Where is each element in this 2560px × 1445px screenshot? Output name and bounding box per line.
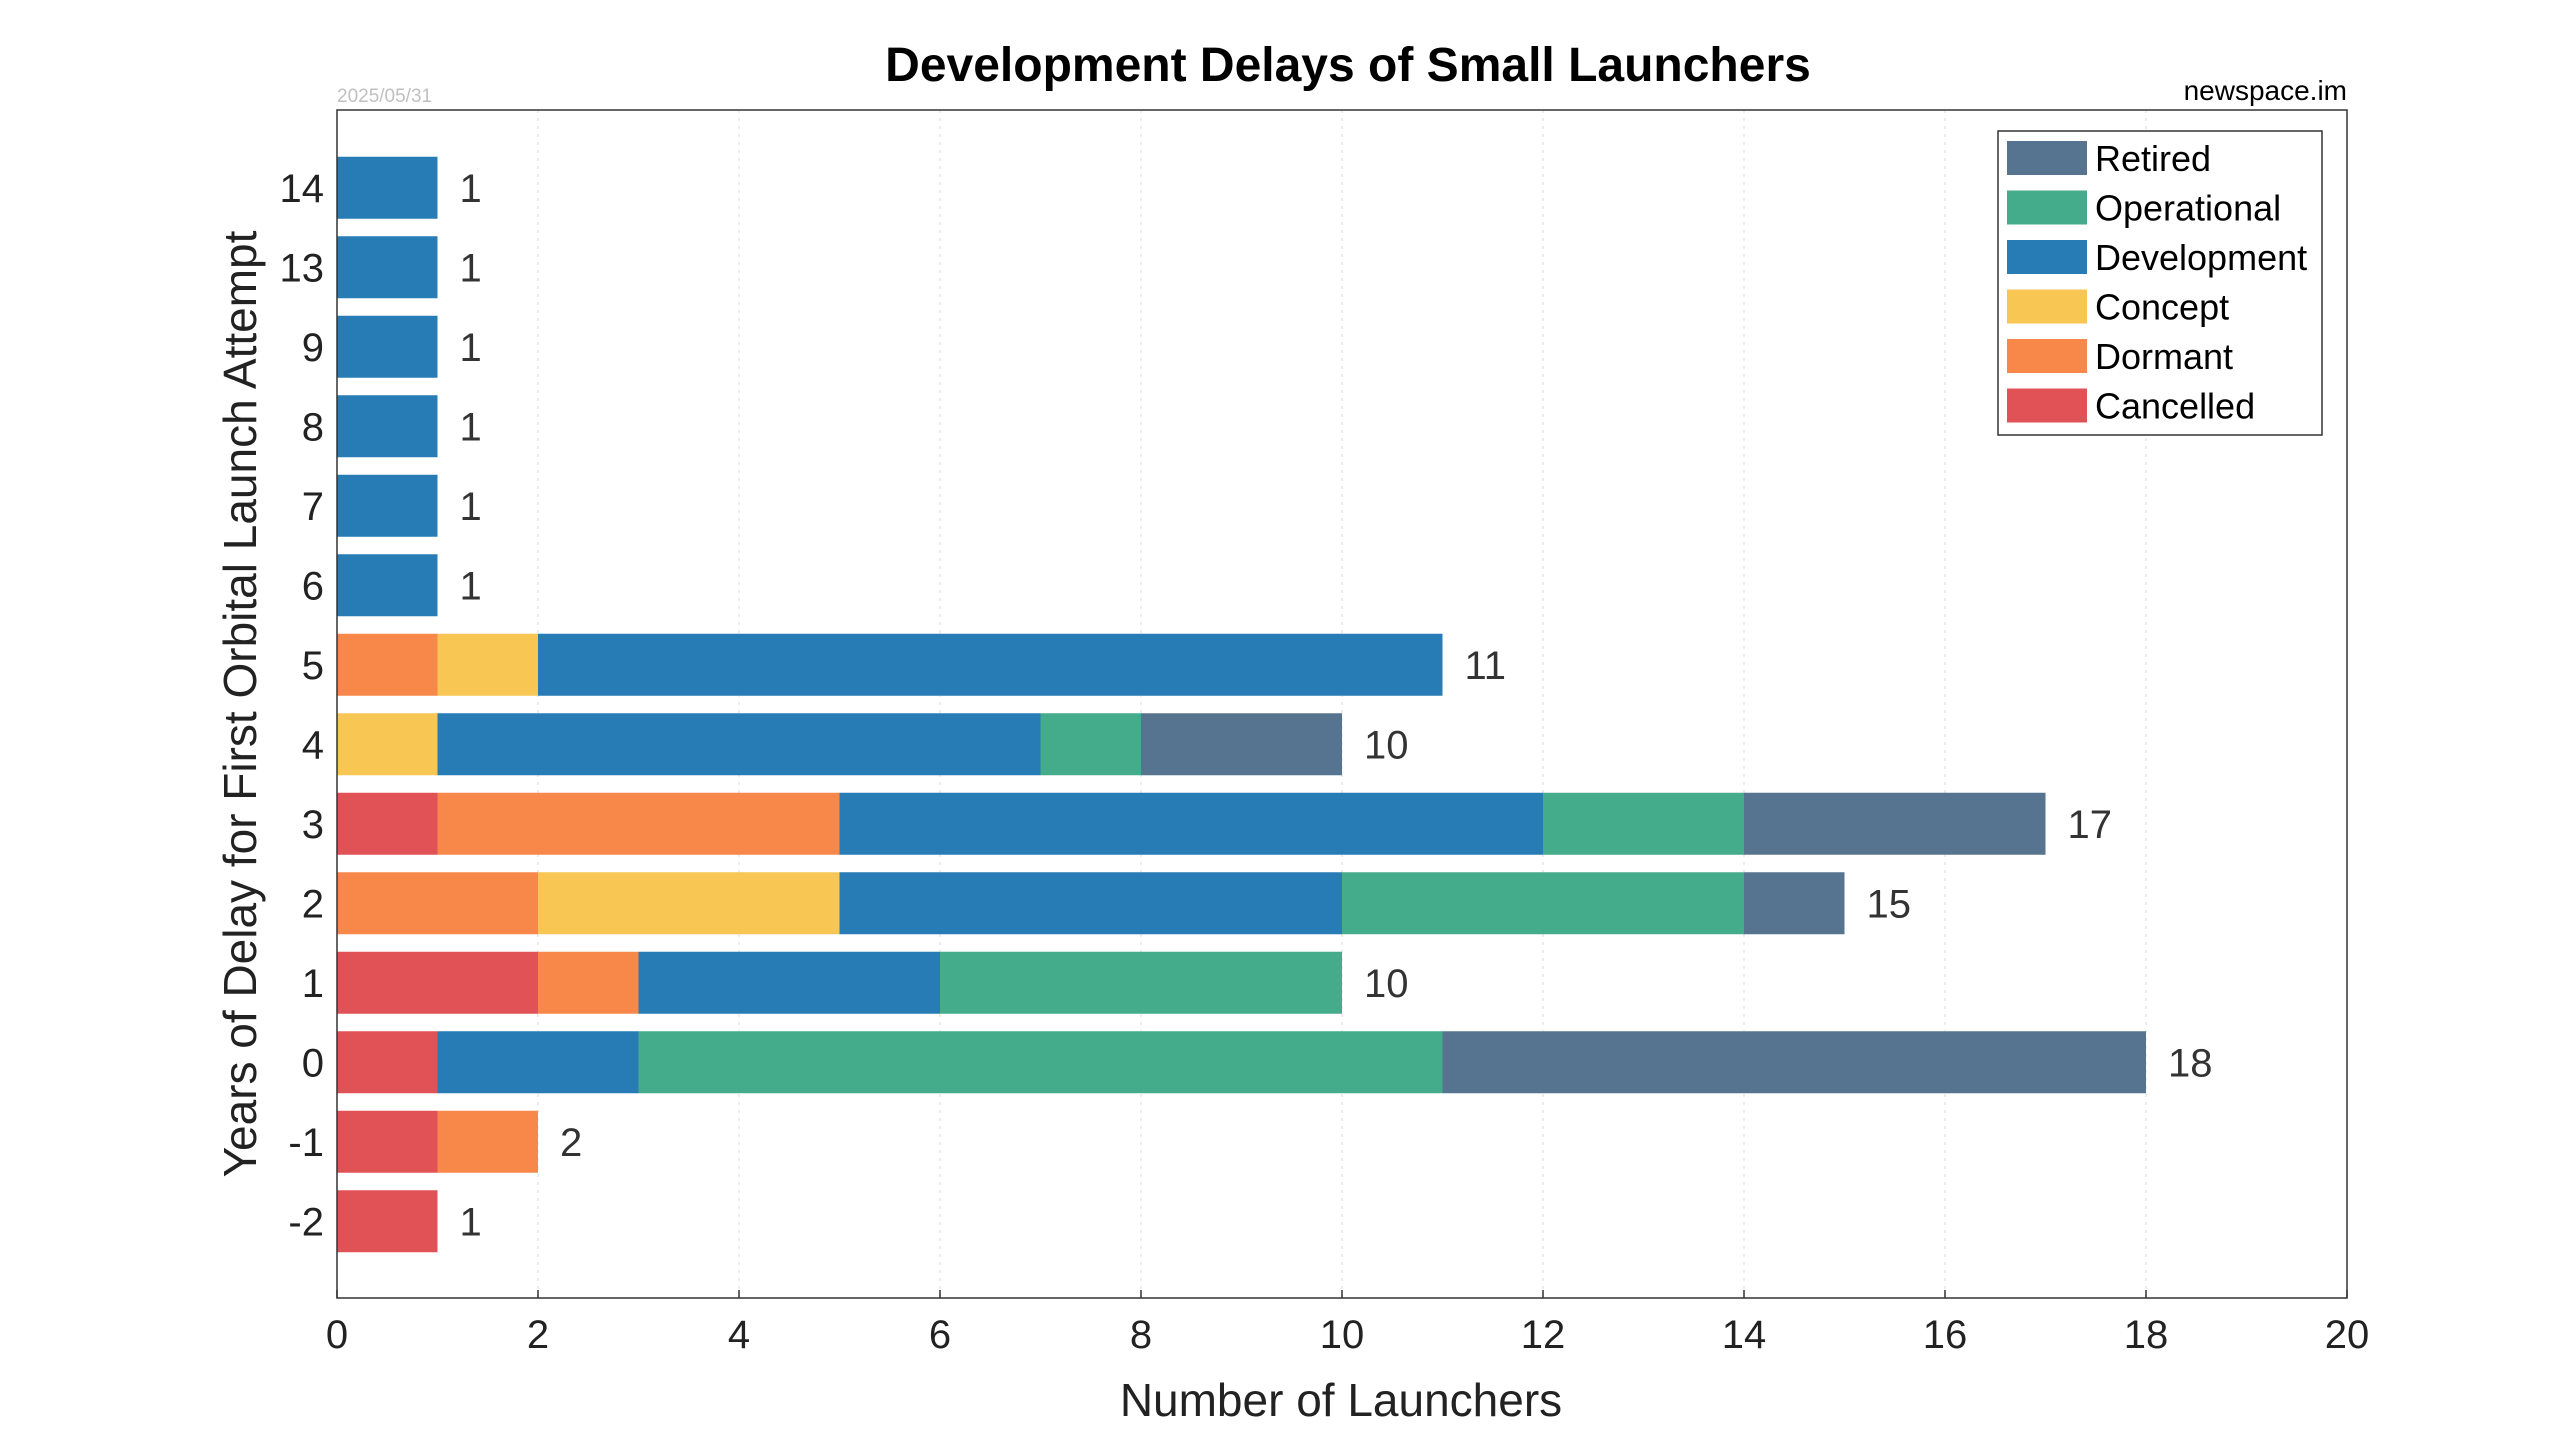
legend-swatch-concept bbox=[2007, 289, 2087, 324]
y-tick-label: 7 bbox=[302, 485, 324, 529]
legend-label-cancelled: Cancelled bbox=[2095, 386, 2255, 427]
bar-segment-concept bbox=[538, 872, 840, 935]
bar-segment-retired bbox=[1744, 792, 2046, 855]
bar-segment-operational bbox=[1543, 792, 1744, 855]
grid-lines bbox=[537, 110, 2147, 1298]
total-label: 2 bbox=[560, 1121, 582, 1165]
y-tick-label: -1 bbox=[288, 1121, 324, 1165]
y-tick-label: 5 bbox=[302, 644, 324, 688]
bar-segment-cancelled bbox=[337, 1110, 438, 1173]
x-tick-label: 8 bbox=[1130, 1313, 1152, 1357]
x-tick-label: 16 bbox=[1923, 1313, 1968, 1357]
x-tick-label: 2 bbox=[527, 1313, 549, 1357]
bar-segment-development bbox=[437, 713, 1041, 776]
source-label: newspace.im bbox=[2184, 75, 2347, 106]
bar-segment-operational bbox=[940, 951, 1342, 1014]
bar-segment-dormant bbox=[437, 1110, 538, 1173]
bar-segment-development bbox=[337, 554, 438, 617]
bar-segment-dormant bbox=[538, 951, 639, 1014]
bar-segment-development bbox=[337, 236, 438, 299]
y-tick-label: 4 bbox=[302, 723, 324, 767]
total-label: 15 bbox=[1867, 882, 1912, 926]
total-label: 1 bbox=[460, 246, 482, 290]
bar-segment-cancelled bbox=[337, 1190, 438, 1253]
bar-segment-retired bbox=[1442, 1031, 2146, 1094]
legend-swatch-development bbox=[2007, 240, 2087, 274]
total-label: 10 bbox=[1364, 962, 1409, 1006]
y-tick-label: 8 bbox=[302, 405, 324, 449]
bar-segment-retired bbox=[1141, 713, 1342, 776]
y-tick-label: 1 bbox=[302, 962, 324, 1006]
bar-segment-development bbox=[638, 951, 940, 1014]
legend-label-concept: Concept bbox=[2095, 287, 2229, 328]
legend-label-retired: Retired bbox=[2095, 138, 2211, 179]
legend-label-development: Development bbox=[2095, 237, 2307, 278]
bar-segment-development bbox=[839, 872, 1342, 935]
bar-segment-cancelled bbox=[337, 1031, 438, 1094]
x-tick-label: 14 bbox=[1722, 1313, 1767, 1357]
legend-box bbox=[1997, 130, 2323, 436]
bar-segment-development bbox=[337, 156, 438, 219]
x-tick-label: 12 bbox=[1521, 1313, 1566, 1357]
x-tick-label: 6 bbox=[929, 1313, 951, 1357]
bar-segment-development bbox=[538, 633, 1443, 696]
bar-segment-development bbox=[437, 1031, 639, 1094]
x-tick-label: 20 bbox=[2325, 1313, 2370, 1357]
total-label: 1 bbox=[460, 485, 482, 529]
x-tick-label: 10 bbox=[1320, 1313, 1365, 1357]
bar-segment-operational bbox=[1342, 872, 1744, 935]
y-tick-label: 14 bbox=[280, 167, 325, 211]
bar-segment-retired bbox=[1744, 872, 1845, 935]
y-tick-label: 0 bbox=[302, 1041, 324, 1085]
bar-segment-operational bbox=[638, 1031, 1443, 1094]
legend: Retired Operational Development Concept Dorm… bbox=[1997, 130, 2323, 436]
bar-segment-dormant bbox=[337, 633, 438, 696]
x-axis-ticks: 0 2 4 6 8 10 12 14 16 18 20 bbox=[326, 1290, 2369, 1357]
y-tick-label: 2 bbox=[302, 882, 324, 926]
total-label: 17 bbox=[2068, 803, 2113, 847]
y-tick-label: 3 bbox=[302, 803, 324, 847]
total-label: 1 bbox=[460, 167, 482, 211]
x-tick-label: 18 bbox=[2124, 1313, 2169, 1357]
total-label: 1 bbox=[460, 326, 482, 370]
total-label: 1 bbox=[460, 564, 482, 608]
y-axis-ticks: -2 -1 0 1 2 3 4 5 6 7 8 9 13 14 bbox=[280, 167, 325, 1245]
x-tick-label: 4 bbox=[728, 1313, 750, 1357]
total-label: 10 bbox=[1364, 723, 1409, 767]
y-axis-label: Years of Delay for First Orbital Launch … bbox=[214, 230, 266, 1177]
legend-label-dormant: Dormant bbox=[2095, 336, 2233, 377]
total-label: 1 bbox=[460, 1200, 482, 1244]
y-tick-label: -2 bbox=[288, 1200, 324, 1244]
bar-segment-cancelled bbox=[337, 951, 538, 1014]
date-stamp: 2025/05/31 bbox=[337, 86, 432, 107]
bar-segment-development bbox=[337, 474, 438, 537]
bar-segment-operational bbox=[1040, 713, 1141, 776]
y-tick-label: 6 bbox=[302, 564, 324, 608]
bar-segment-dormant bbox=[337, 872, 538, 935]
bar-segment-concept bbox=[437, 633, 538, 696]
legend-swatch-retired bbox=[2007, 141, 2087, 175]
bar-segment-development bbox=[337, 315, 438, 378]
y-tick-label: 9 bbox=[302, 326, 324, 370]
bar-segment-cancelled bbox=[337, 792, 438, 855]
total-label: 11 bbox=[1465, 644, 1507, 688]
y-tick-label: 13 bbox=[280, 246, 325, 290]
legend-swatch-dormant bbox=[2007, 339, 2087, 373]
bar-segment-concept bbox=[337, 713, 438, 776]
x-tick-label: 0 bbox=[326, 1313, 348, 1357]
bar-segment-development bbox=[839, 792, 1543, 855]
legend-label-operational: Operational bbox=[2095, 188, 2281, 229]
bar-segment-dormant bbox=[437, 792, 840, 855]
legend-swatch-cancelled bbox=[2007, 388, 2087, 423]
chart-title: Development Delays of Small Launchers bbox=[885, 39, 1811, 92]
total-label: 18 bbox=[2168, 1041, 2213, 1085]
total-label: 1 bbox=[460, 405, 482, 449]
bars bbox=[337, 156, 2146, 1253]
legend-swatch-operational bbox=[2007, 190, 2087, 225]
bar-segment-development bbox=[337, 395, 438, 458]
x-axis-label: Number of Launchers bbox=[1120, 1374, 1562, 1426]
